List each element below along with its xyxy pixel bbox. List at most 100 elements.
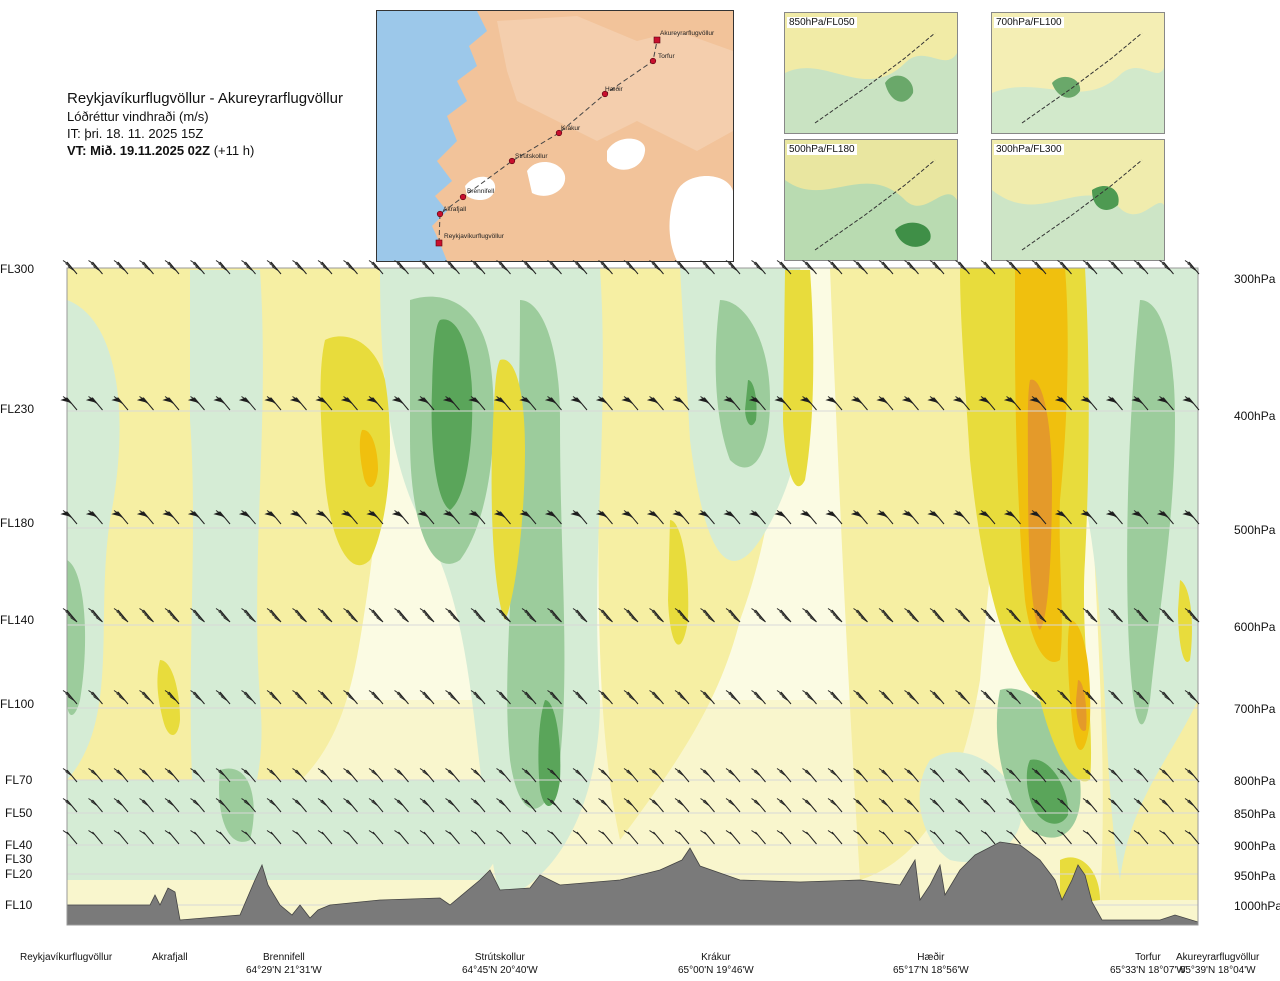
wind-barb xyxy=(366,510,384,525)
wind-barb xyxy=(340,396,358,411)
wind-barb xyxy=(799,510,817,525)
location-akrafjall: Akrafjall xyxy=(152,951,188,964)
wind-barb xyxy=(853,608,868,623)
thumbnail-300hpa[interactable]: 300hPa/FL300 xyxy=(991,139,1165,261)
wind-barb xyxy=(111,396,129,411)
wind-barb xyxy=(623,830,639,845)
wind-barb xyxy=(1031,768,1047,783)
wind-barb xyxy=(445,690,460,705)
wind-barb xyxy=(139,798,154,813)
location-krakur: Krákur 65°00'N 19°46'W xyxy=(678,951,754,977)
wind-barb xyxy=(419,260,435,275)
wind-barb xyxy=(1182,396,1200,411)
wind-barb xyxy=(315,396,333,411)
wind-barb xyxy=(289,396,307,411)
wind-barb xyxy=(674,690,690,705)
wind-barb xyxy=(878,768,894,783)
wind-barb xyxy=(445,608,460,623)
wind-barb xyxy=(572,768,588,783)
wind-barb xyxy=(215,690,231,705)
wind-barb xyxy=(1105,396,1123,411)
wind-barb xyxy=(394,690,409,705)
wind-barb xyxy=(1082,768,1098,783)
wind-barb xyxy=(468,396,486,411)
fl-label-140: FL140 xyxy=(0,613,35,627)
wind-barb xyxy=(623,690,639,705)
wind-barb xyxy=(1182,510,1200,525)
p-label-500: 500hPa xyxy=(1234,523,1276,537)
wind-barb xyxy=(572,608,588,623)
wind-barb xyxy=(802,260,817,275)
wind-barb xyxy=(62,690,78,705)
wind-barb xyxy=(1057,260,1072,275)
wind-barb xyxy=(878,690,894,705)
wind-barb xyxy=(725,768,741,783)
wind-barb xyxy=(598,830,613,845)
wind-barb xyxy=(292,690,307,705)
wind-barb xyxy=(952,510,970,525)
wind-barb xyxy=(1108,608,1123,623)
wind-barb xyxy=(901,510,919,525)
wind-barb xyxy=(139,768,154,783)
thumbnail-700hpa[interactable]: 700hPa/FL100 xyxy=(991,12,1165,134)
wind-barb xyxy=(674,260,690,275)
wind-barb xyxy=(751,798,766,813)
wind-barb xyxy=(190,830,205,845)
wind-barb xyxy=(853,798,868,813)
wind-barb xyxy=(1082,830,1098,845)
p-label-400: 400hPa xyxy=(1234,409,1276,423)
wind-barb xyxy=(343,768,358,783)
wind-barb xyxy=(213,510,231,525)
fl-label-30: FL30 xyxy=(5,852,33,866)
fl-label-20: FL20 xyxy=(5,867,33,881)
wind-barb xyxy=(1108,260,1123,275)
wind-barb xyxy=(621,396,639,411)
valid-time-main: VT: Mið. 19.11.2025 02Z xyxy=(67,143,211,158)
wind-barb xyxy=(85,396,103,411)
wind-barb xyxy=(725,608,741,623)
wind-barb xyxy=(470,768,486,783)
wind-barb xyxy=(878,798,894,813)
thumbnail-850hpa[interactable]: 850hPa/FL050 xyxy=(784,12,958,134)
wind-barb xyxy=(62,260,78,275)
wind-barb xyxy=(1006,768,1021,783)
wind-barb xyxy=(904,768,919,783)
wind-barb xyxy=(547,260,562,275)
wind-barb xyxy=(238,510,256,525)
wind-barb xyxy=(776,608,792,623)
wind-barb xyxy=(646,396,664,411)
thumbnail-label: 700hPa/FL100 xyxy=(994,17,1064,28)
wind-barb xyxy=(496,830,511,845)
wind-barb xyxy=(595,396,613,411)
wind-barb xyxy=(649,690,664,705)
wind-barb xyxy=(1159,768,1174,783)
wind-barb xyxy=(111,510,129,525)
wind-barb xyxy=(113,260,129,275)
wind-barb xyxy=(827,260,843,275)
wind-barb xyxy=(547,608,562,623)
wind-barb xyxy=(366,396,384,411)
wind-barb xyxy=(317,830,333,845)
wind-barb xyxy=(1159,798,1174,813)
map-label-krakur: Krákur xyxy=(561,125,581,132)
wind-barb xyxy=(164,768,180,783)
wind-barb xyxy=(748,510,766,525)
wind-barb xyxy=(978,510,996,525)
map-label-torfur: Torfur xyxy=(658,53,675,60)
wind-barb xyxy=(623,608,639,623)
wind-barb xyxy=(266,830,282,845)
wind-barb xyxy=(1105,510,1123,525)
wind-barb xyxy=(674,608,690,623)
wind-barb xyxy=(1082,690,1098,705)
wind-barb xyxy=(292,830,307,845)
map-label-akrafjall: Akrafjall xyxy=(443,206,467,213)
wind-barb xyxy=(266,798,282,813)
wind-barb xyxy=(980,798,996,813)
wind-barb xyxy=(955,830,970,845)
p-label-850: 850hPa xyxy=(1234,807,1276,821)
wind-barb xyxy=(547,768,562,783)
wind-barb xyxy=(1082,608,1098,623)
thumbnail-500hpa[interactable]: 500hPa/FL180 xyxy=(784,139,958,261)
wind-barb xyxy=(776,830,792,845)
